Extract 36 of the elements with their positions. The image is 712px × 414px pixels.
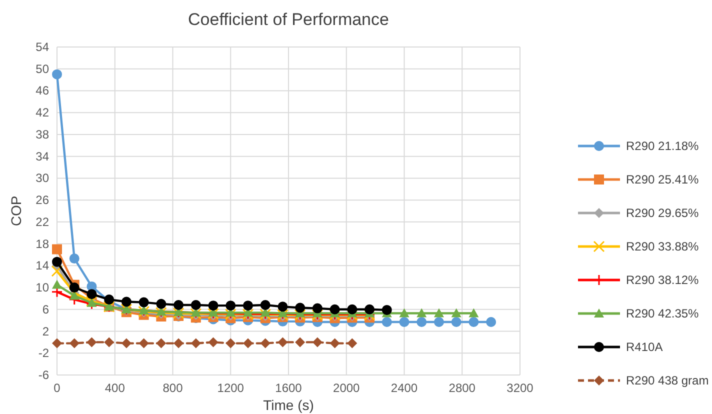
y-tick-label: -6 xyxy=(38,368,50,382)
legend-label: R290 33.88% xyxy=(626,240,700,254)
y-tick-label: 14 xyxy=(36,258,50,273)
y-tick-label: -2 xyxy=(38,346,50,360)
legend-label: R290 438 gram xyxy=(626,374,709,388)
legend-label: R290 38.12% xyxy=(626,273,700,287)
x-tick-label: 800 xyxy=(162,381,184,395)
y-tick-label: 34 xyxy=(36,149,50,164)
y-tick-label: 26 xyxy=(36,193,50,208)
y-axis-title: COP xyxy=(8,196,24,226)
y-tick-label: 50 xyxy=(36,62,50,76)
y-tick-label: 2 xyxy=(42,324,50,338)
y-tick-label: 6 xyxy=(42,302,50,316)
x-axis-title: Time (s) xyxy=(263,397,314,413)
x-tick-label: 2000 xyxy=(333,381,360,395)
legend-label: R290 29.65% xyxy=(626,206,700,220)
y-tick-label: 54 xyxy=(36,40,50,54)
y-tick-label: 42 xyxy=(36,106,50,120)
x-tick-label: 2800 xyxy=(448,381,476,395)
x-tick-label: 400 xyxy=(104,381,126,395)
x-tick-label: 2400 xyxy=(390,381,418,395)
x-tick-label: 0 xyxy=(54,381,61,395)
chart-title: Coefficient of Performance xyxy=(188,10,389,29)
y-tick-label: 10 xyxy=(36,280,50,295)
legend-label: R290 25.41% xyxy=(626,172,700,186)
legend-label: R290 42.35% xyxy=(626,306,700,320)
x-tick-label: 1600 xyxy=(275,381,302,395)
y-tick-label: 38 xyxy=(36,127,50,142)
x-tick-label: 3200 xyxy=(506,381,534,395)
legend-label: R410A xyxy=(626,340,663,354)
legend-label: R290 21.18% xyxy=(626,139,700,153)
x-tick-label: 1200 xyxy=(217,381,244,395)
y-tick-label: 30 xyxy=(36,171,50,186)
y-tick-label: 18 xyxy=(36,236,50,251)
y-tick-label: 46 xyxy=(36,84,50,98)
y-tick-label: 22 xyxy=(36,214,50,229)
